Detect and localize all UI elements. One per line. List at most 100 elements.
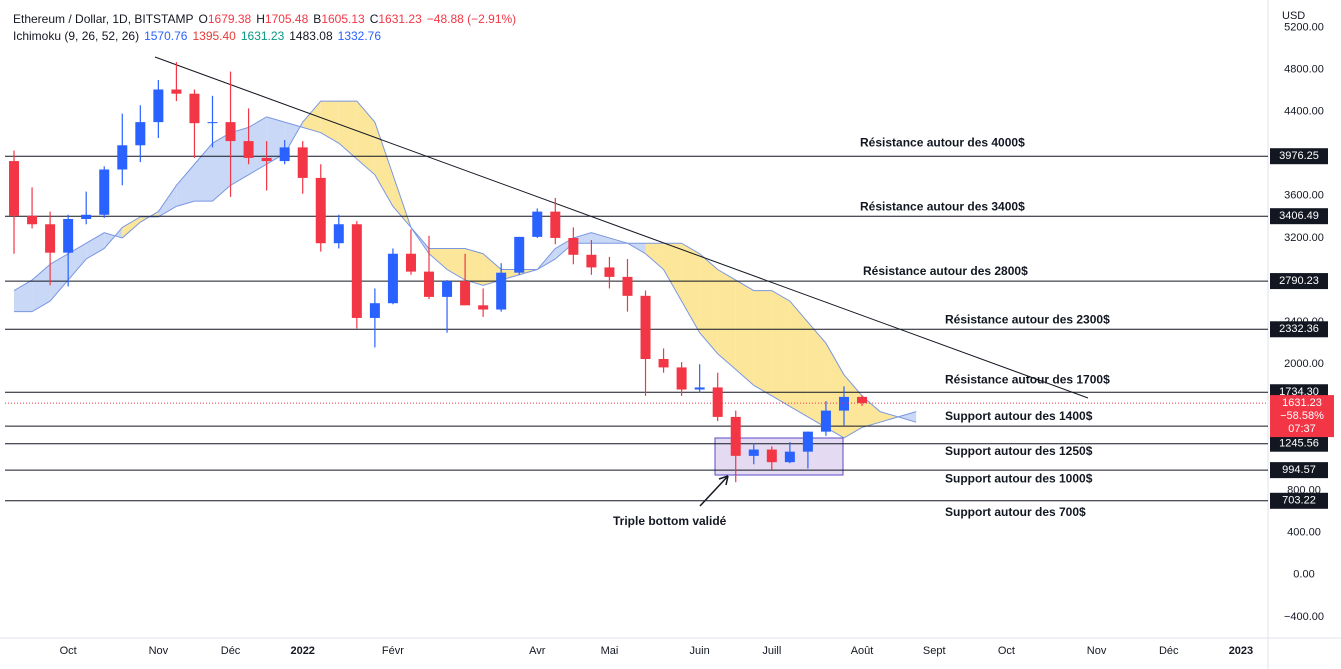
- y-tick-label: −400.00: [1284, 611, 1324, 623]
- candle-body: [27, 215, 38, 225]
- ohlc-value: 1605.13: [321, 12, 365, 26]
- candle-body: [586, 254, 597, 268]
- level-tag: [1270, 492, 1328, 509]
- candle-body: [351, 224, 362, 318]
- candle-body: [857, 396, 868, 404]
- price-tag: [1270, 395, 1334, 438]
- candle-body: [81, 214, 92, 219]
- x-tick-label: Déc: [221, 645, 241, 657]
- x-tick-label: Avr: [529, 645, 546, 657]
- candle-body: [514, 236, 525, 273]
- y-tick-label: 3200.00: [1284, 232, 1324, 244]
- candle-body: [9, 161, 20, 216]
- cloud-fill: [212, 132, 231, 202]
- candle-body: [405, 253, 416, 272]
- x-tick-label: Déc: [1159, 645, 1179, 657]
- x-tick-label: Oct: [998, 645, 1015, 657]
- cloud-fill: [50, 253, 69, 302]
- x-tick-label: 2023: [1229, 645, 1253, 657]
- cloud-fill: [717, 269, 736, 370]
- candle-body: [333, 224, 344, 244]
- candle-body: [189, 93, 200, 124]
- candle-body: [658, 359, 669, 368]
- candle-body: [424, 271, 435, 297]
- candle-body: [135, 122, 146, 146]
- cloud-fill: [645, 243, 664, 270]
- level-text: Support autour des 1250$: [945, 444, 1093, 458]
- candle-body: [694, 387, 705, 390]
- cloud-fill: [465, 248, 484, 286]
- y-tick-label: 5200.00: [1284, 21, 1324, 33]
- cloud-fill: [591, 232, 610, 244]
- cloud-fill: [302, 101, 321, 133]
- candle-body: [730, 416, 741, 456]
- candle-body: [153, 89, 164, 123]
- cloud-fill: [663, 243, 682, 302]
- level-text: Résistance autour des 2300$: [945, 312, 1110, 326]
- cloud-fill: [122, 216, 141, 238]
- candle-body: [784, 451, 795, 463]
- arrow: [699, 475, 729, 507]
- candle-body: [171, 89, 182, 94]
- x-tick-label: Août: [851, 645, 874, 657]
- cloud-fill: [681, 243, 700, 333]
- candle-body: [766, 449, 777, 463]
- x-tick-label: Juill: [762, 645, 781, 657]
- candle-body: [225, 122, 236, 142]
- level-text: Résistance autour des 4000$: [860, 135, 1025, 149]
- level-tag: [1270, 148, 1328, 165]
- cloud-fill: [429, 248, 448, 270]
- x-tick-label: Juin: [690, 645, 710, 657]
- cloud-fill: [789, 301, 808, 417]
- header-line: Ichimoku (9, 26, 52, 26) 1570.76 1395.40 16…: [13, 28, 521, 45]
- candle-body: [532, 211, 543, 237]
- header-line: Ethereum / Dollar, 1D, BITSTAMP O1679.38 H…: [13, 11, 521, 28]
- cloud-fill: [753, 290, 772, 396]
- price-tag-change: −58.58%: [1280, 410, 1324, 422]
- indicator-value: 1631.23: [240, 29, 285, 43]
- change: −48.88 (−2.91%): [426, 12, 517, 26]
- level-tag-label: 703.22: [1282, 495, 1316, 507]
- cloud-fill: [699, 253, 718, 354]
- cloud-fill: [843, 374, 863, 438]
- candle-body: [604, 267, 615, 277]
- x-tick-label: 2022: [290, 645, 314, 657]
- cloud-fill: [320, 101, 339, 144]
- y-tick-label: 0.00: [1293, 569, 1314, 581]
- level-tag-label: 3406.49: [1279, 210, 1319, 222]
- cloud-fill: [338, 101, 357, 159]
- candle-body: [712, 387, 723, 417]
- candle-body: [550, 211, 561, 238]
- y-tick-label: 3600.00: [1284, 190, 1324, 202]
- cloud-fill: [898, 411, 917, 423]
- trendline: [154, 56, 1089, 399]
- candle-body: [622, 276, 633, 296]
- candle-body: [442, 281, 453, 297]
- cloud-fill: [735, 280, 754, 386]
- plot: [13, 100, 917, 439]
- candle-body: [387, 253, 398, 304]
- y-tick-label: 400.00: [1287, 527, 1321, 539]
- level-tag-label: 2790.23: [1279, 275, 1319, 287]
- x-tick-label: Sept: [923, 645, 946, 657]
- y-tick-label: 4400.00: [1284, 106, 1324, 118]
- level-text: Support autour des 1000$: [945, 471, 1093, 485]
- ohlc-key: H: [256, 12, 265, 26]
- arrow-head: [718, 475, 729, 486]
- symbol: Ethereum / Dollar, 1D, BITSTAMP: [13, 12, 194, 26]
- ohlc-value: 1631.23: [378, 12, 422, 26]
- level-tag: [1270, 321, 1328, 338]
- candle-body: [315, 177, 326, 244]
- candle-body: [820, 410, 831, 432]
- level-text: Résistance autour des 2800$: [863, 264, 1028, 278]
- x-tick-label: Févr: [382, 645, 404, 657]
- legend-header: Ethereum / Dollar, 1D, BITSTAMP O1679.38 H…: [13, 11, 521, 45]
- level-tag-label: 1245.56: [1279, 438, 1319, 450]
- level-tag-label: 994.57: [1282, 464, 1316, 476]
- cloud-fill: [880, 411, 899, 423]
- candle-body: [207, 122, 218, 124]
- x-tick-label: Mai: [601, 645, 619, 657]
- level-text: Résistance autour des 3400$: [860, 199, 1025, 213]
